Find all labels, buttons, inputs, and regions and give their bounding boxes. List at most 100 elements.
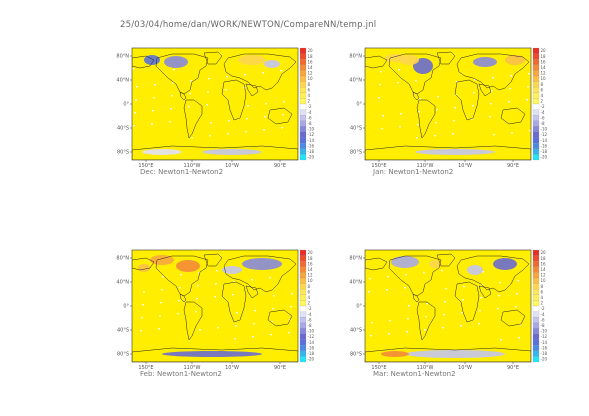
speckle [454,107,456,109]
colorbar-swatch [532,266,540,273]
speckle [472,105,474,107]
coastline-central-america [412,293,420,303]
coastline-antarctica [132,347,298,362]
speckle [471,118,473,120]
colorbar-swatch [299,249,307,256]
speckle [136,86,138,88]
colorbar-swatch [299,47,307,54]
colorbar-label: 2 [541,301,544,306]
colorbar-label: -18 [308,351,315,356]
anomaly-region [222,266,242,274]
speckle [370,335,372,337]
colorbar-label: -12 [308,334,315,339]
speckle [158,328,160,330]
speckle [180,274,182,276]
colorbar-label: -18 [308,149,315,154]
colorbar-swatch [532,317,540,323]
colorbar-label: 20 [308,250,314,255]
lat-tick-label: 80°S [350,352,362,358]
colorbar-swatch [299,266,307,273]
colorbar-label: -8 [541,121,545,126]
colorbar-swatch [532,75,540,82]
speckle [133,125,135,127]
coastline-africa [454,79,480,121]
colorbar-swatch [299,64,307,71]
colorbar-label: 12 [308,273,314,278]
colorbar-label: 6 [308,87,311,92]
speckle [152,110,154,112]
speckle [479,310,481,312]
colorbar-swatch [532,294,540,301]
anomaly-region [467,265,483,275]
lon-tick-label: 10°W [458,365,472,371]
colorbar-label: -18 [541,149,548,154]
speckle [191,137,193,139]
coastline-australia [267,107,293,125]
colorbar-label: -18 [541,351,548,356]
colorbar-label: -20 [541,357,548,362]
colorbar-swatch [299,131,307,138]
speckle [511,132,513,134]
coastline-europe-asia [223,255,297,293]
lat-tick-label: 0° [123,304,129,310]
lat-tick-label: 80°N [349,256,362,262]
speckle [460,325,462,327]
colorbar-label: -16 [541,143,548,148]
speckle [437,96,439,98]
coastline-antarctica [132,145,298,160]
speckle [517,280,519,282]
anomaly-region [429,260,441,268]
colorbar-swatch [299,53,307,60]
colorbar-swatch [299,143,307,149]
colorbar-swatch [532,305,540,312]
speckle [456,81,458,83]
lat-tick-label: 40°S [350,328,362,334]
speckle [400,113,402,115]
speckle [208,78,210,80]
speckle [244,74,246,76]
lon-tick-label: 110°W [184,365,201,371]
colorbar-label: -14 [541,138,548,143]
anomaly-region [202,149,262,155]
speckle [491,90,493,92]
colorbar-label: 2 [541,99,544,104]
speckle [216,270,218,272]
map-caption: Dec: Newton1-Newton2 [140,168,224,176]
colorbar-swatch [532,126,540,133]
speckle [528,73,530,75]
speckle [408,305,410,307]
colorbar-label: 4 [308,295,311,300]
speckle [423,272,425,274]
map-panel-dec: 80°S 40°S 0° 40°N 80°N 150°E 110°W 10°W 90°E 20 18… [116,46,318,176]
colorbar-swatch [299,120,307,127]
speckle [389,320,391,322]
lat-tick-label: 0° [123,102,129,108]
coastline-central-america [179,91,187,101]
speckle [270,334,272,336]
map-panel-mar: 80°S 40°S 0° 40°N 80°N 150°E 110°W 10°W 90°E 20 18… [349,248,551,378]
colorbar-label: -4 [308,312,312,317]
speckle [207,91,209,93]
coastline-far-east-asia [132,55,155,69]
speckle [142,304,144,306]
colorbar-swatch [532,255,540,262]
speckle [132,68,134,70]
colorbar-swatch [532,98,540,105]
colorbar-swatch [532,350,540,357]
colorbar-swatch [299,311,307,318]
anomaly-region [242,258,282,270]
colorbar-swatch [532,109,540,116]
speckle [153,97,155,99]
lon-tick-label: 150°E [138,365,153,371]
coastline-south-america [183,99,203,139]
speckle [189,93,191,95]
coastline-australia [500,107,526,125]
speckle [151,123,153,125]
speckle [141,317,143,319]
colorbar-swatch [299,328,307,335]
speckle [418,111,420,113]
colorbar-label: -14 [308,138,315,143]
colorbar: 2018161412108642-2-4-6-8-10-12-14-16-18-… [532,249,548,363]
colorbar-swatch [532,154,540,161]
speckle [452,133,454,135]
